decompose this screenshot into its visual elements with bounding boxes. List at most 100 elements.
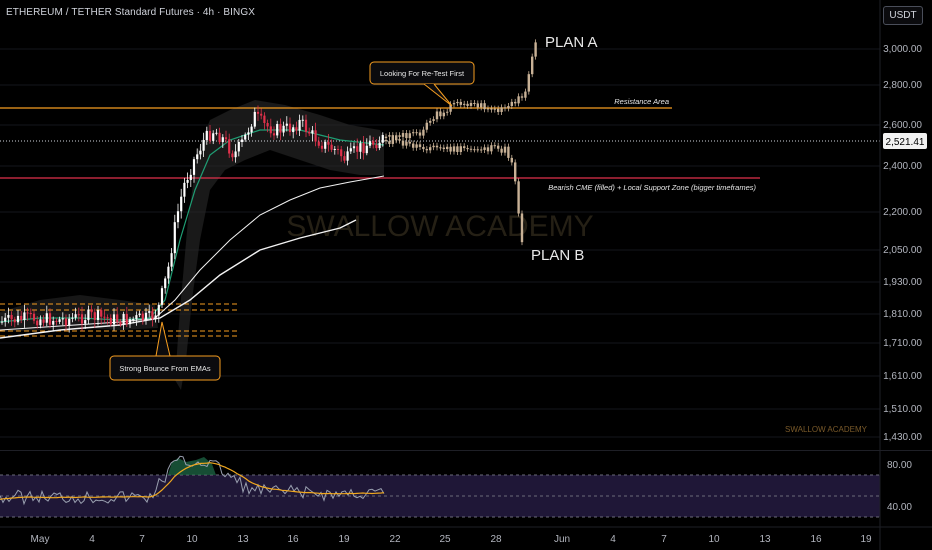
projection-candle [408, 141, 411, 144]
projection-candle [503, 107, 507, 109]
volatility-band [175, 100, 384, 390]
projection-candle [510, 157, 513, 163]
candle-body [356, 146, 359, 152]
price-axis[interactable]: 3,000.00 2,800.00 2,600.00 2,400.00 2,20… [883, 44, 927, 443]
oscillator-tick: 80.00 [887, 460, 912, 471]
candle-body [336, 148, 340, 150]
candle-body [327, 141, 330, 145]
projection-candle [463, 146, 466, 149]
support-label: Bearish CME (filled) + Local Support Zon… [548, 183, 756, 192]
symbol-title[interactable]: ETHEREUM / TETHER Standard Futures · 4h … [6, 7, 256, 18]
projection-candle [401, 140, 405, 146]
time-tick: 16 [810, 534, 822, 545]
candle-body [71, 317, 74, 319]
projection-candle [527, 74, 530, 92]
candle-body [183, 182, 186, 197]
projection-candle [415, 144, 418, 148]
currency-unit-button[interactable]: USDT [883, 6, 923, 25]
projection-candle [442, 147, 445, 150]
candle-body [148, 311, 151, 313]
projection-candle [452, 146, 456, 152]
candle-body [68, 318, 71, 326]
candle-body [106, 317, 109, 319]
candle-body [48, 313, 52, 325]
candle-body [61, 318, 64, 320]
candle-body [173, 222, 176, 254]
candle-body [343, 156, 346, 161]
price-tick: 1,610.00 [883, 371, 922, 382]
candle-body [160, 288, 164, 305]
projection-candle [531, 56, 534, 75]
candle-body [205, 130, 208, 141]
projection-candle [391, 139, 394, 144]
candle-body [314, 130, 317, 142]
current-price-tag [883, 133, 927, 149]
price-tick: 1,510.00 [883, 404, 922, 415]
candle-body [100, 310, 103, 317]
oscillator-axis[interactable]: 80.00 40.00 [887, 460, 912, 513]
candle-body [330, 144, 333, 150]
candle-body [80, 314, 84, 324]
projection-candle [517, 181, 520, 214]
candle-body [90, 309, 93, 313]
candle-body [288, 123, 292, 133]
projection-candle [520, 96, 524, 98]
candle-body [132, 318, 135, 320]
candle-body [333, 148, 336, 150]
projection-candle [388, 141, 391, 144]
candle-body [263, 115, 266, 123]
projection-candle [514, 162, 517, 182]
chart-grid [0, 48, 880, 438]
candle-body [138, 313, 141, 316]
candle-body [16, 315, 20, 323]
projection-candle [510, 101, 513, 107]
projection-candle [469, 102, 473, 106]
time-tick: 19 [860, 534, 872, 545]
projection-candle [486, 108, 490, 110]
candle-body [77, 314, 80, 316]
time-tick: 4 [610, 534, 616, 545]
candle-body [202, 140, 205, 151]
candle-body [84, 320, 87, 324]
projection-candle [401, 133, 405, 137]
projection-candle [449, 146, 452, 152]
price-tick: 2,050.00 [883, 245, 922, 256]
candle-body [224, 137, 228, 140]
candle-body [4, 317, 7, 322]
projection-candle [517, 96, 520, 104]
projection-candle [483, 103, 486, 110]
candle-body [266, 122, 269, 127]
candle-body [256, 111, 260, 114]
projection-candle [405, 133, 408, 139]
candle-body [167, 266, 170, 279]
projection-candle [439, 147, 442, 149]
candle-body [26, 312, 29, 314]
price-tick: 1,430.00 [883, 432, 922, 443]
candle-body [192, 159, 196, 175]
candle-body [215, 132, 218, 134]
candle-body [176, 211, 180, 223]
candle-body [52, 320, 55, 325]
projection-candle [483, 147, 486, 150]
projection-candle [449, 104, 452, 112]
candle-body [109, 317, 112, 325]
candle-body [234, 151, 237, 158]
time-axis[interactable]: May 4 7 10 13 16 19 22 25 28 Jun 4 7 10 … [31, 534, 872, 545]
projection-candle [432, 119, 435, 121]
candle-body [340, 149, 343, 157]
projection-candle [452, 103, 456, 105]
time-tick: 10 [186, 534, 198, 545]
projection-candle [500, 107, 503, 112]
projection-candle [493, 108, 496, 110]
candle-body [10, 314, 13, 320]
time-tick: 16 [287, 534, 299, 545]
candle-body [308, 131, 311, 134]
oscillator-pane-divider [0, 450, 932, 451]
time-tick: May [31, 534, 50, 545]
candle-body [269, 126, 272, 134]
candle-body [0, 321, 4, 323]
projection-candle [459, 146, 462, 152]
price-tick: 2,800.00 [883, 80, 922, 91]
candle-body [196, 154, 199, 160]
